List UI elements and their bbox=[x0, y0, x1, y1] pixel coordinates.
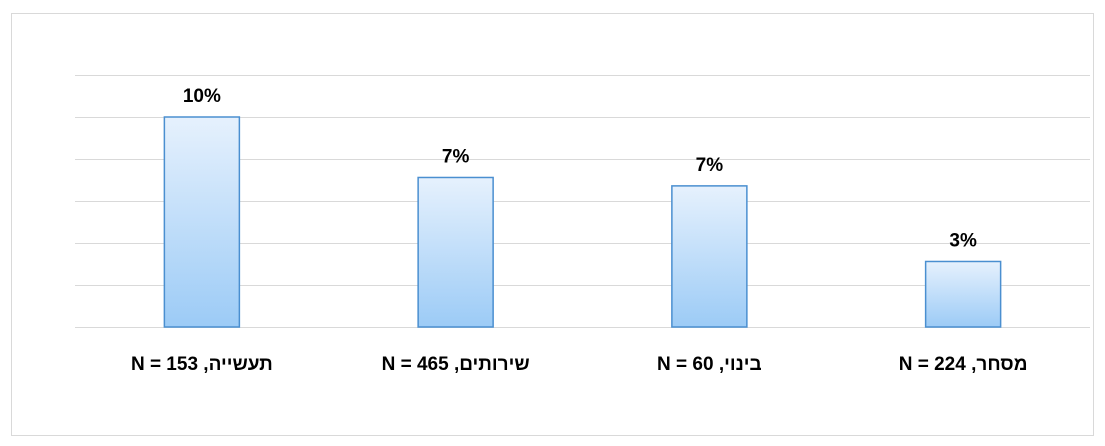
gridlines bbox=[75, 75, 1090, 328]
category-labels: תעשייה, N = 153 שירותים, N = 465 בינוי, N … bbox=[131, 354, 1028, 375]
data-label-2: 7% bbox=[442, 146, 470, 167]
bar-2 bbox=[417, 176, 494, 328]
data-labels: 10% 7% 7% 3% bbox=[183, 86, 977, 251]
bar-1 bbox=[163, 116, 241, 328]
data-label-1: 10% bbox=[183, 86, 221, 107]
data-label-3: 7% bbox=[696, 155, 724, 176]
bar-3 bbox=[671, 185, 748, 328]
category-label-4: מסחר, N = 224 bbox=[899, 354, 1028, 375]
category-label-3: בינוי, N = 60 bbox=[657, 354, 762, 375]
bar-4 bbox=[924, 260, 1002, 328]
category-label-1: תעשייה, N = 153 bbox=[131, 354, 273, 375]
data-label-4: 3% bbox=[949, 230, 977, 251]
category-label-2: שירותים, N = 465 bbox=[382, 354, 530, 375]
bars bbox=[163, 116, 1002, 328]
